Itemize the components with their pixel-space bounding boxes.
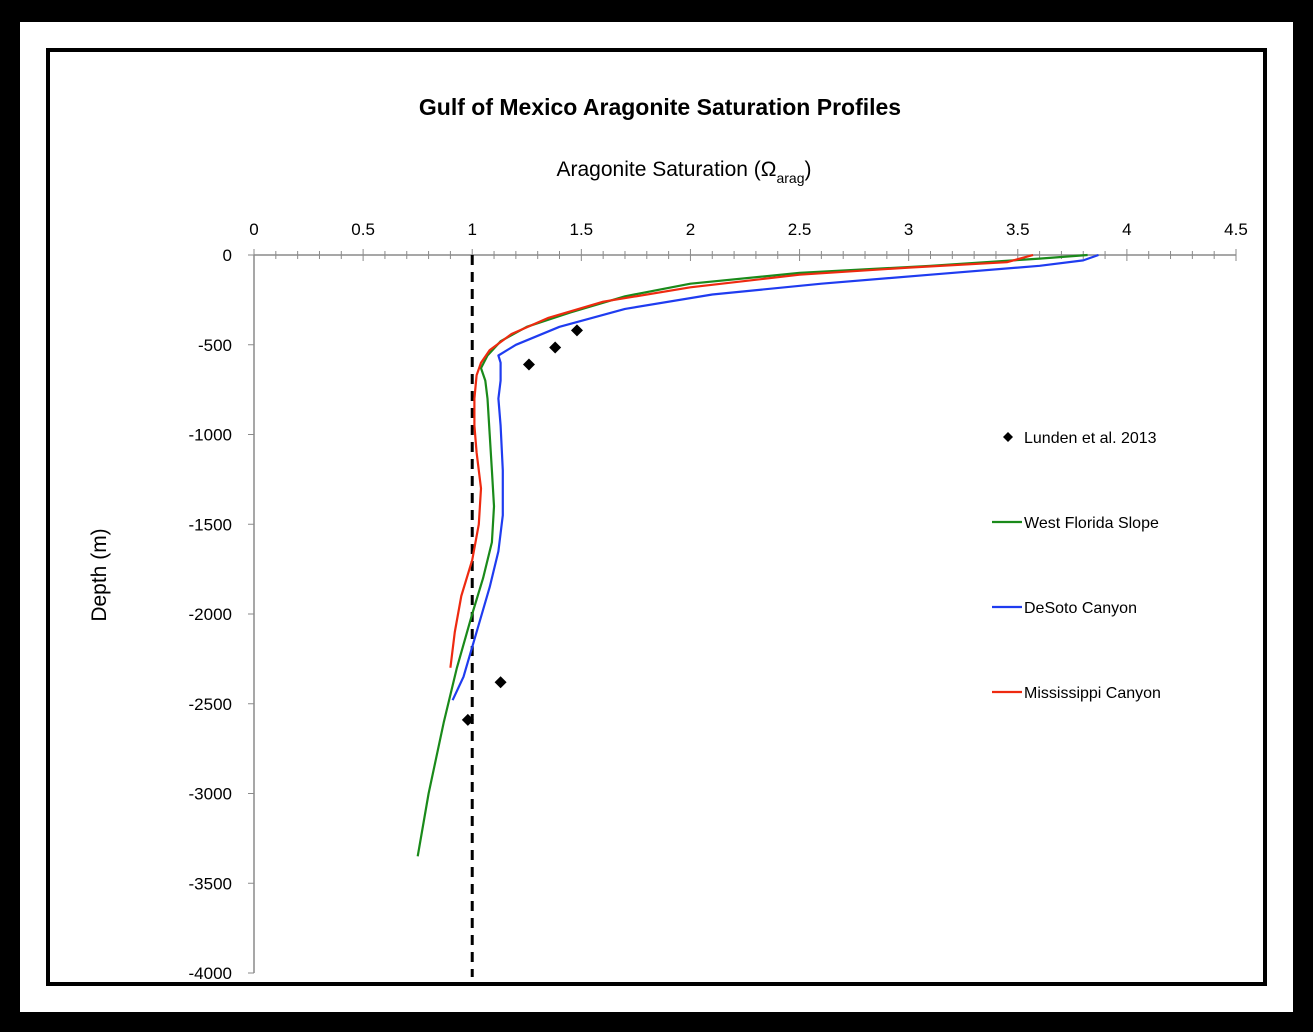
x-tick-label: 4.5 bbox=[1224, 220, 1248, 239]
x-axis-label-close: ) bbox=[805, 158, 812, 181]
y-tick-label: -2500 bbox=[189, 695, 232, 714]
scatter-point bbox=[570, 324, 583, 337]
y-tick-label: -1500 bbox=[189, 515, 232, 534]
x-axis-label-main: Aragonite Saturation (Ω bbox=[556, 158, 776, 181]
y-tick-label: -1000 bbox=[189, 426, 232, 445]
y-axis-label: Depth (m) bbox=[88, 528, 111, 621]
y-tick-label: 0 bbox=[223, 246, 232, 265]
scatter-point bbox=[494, 676, 507, 689]
series-group bbox=[416, 253, 1099, 977]
y-tick-label: -4000 bbox=[189, 964, 232, 983]
x-axis-label: Aragonite Saturation (Ωarag) bbox=[556, 158, 811, 186]
series-line-mississippi-canyon bbox=[449, 253, 1034, 668]
x-tick-label: 2 bbox=[686, 220, 695, 239]
legend: Lunden et al. 2013 West Florida Slope DeSo… bbox=[992, 430, 1161, 702]
x-tick-label: 3 bbox=[904, 220, 913, 239]
x-tick-label: 0.5 bbox=[351, 220, 375, 239]
x-tick-label: 3.5 bbox=[1006, 220, 1030, 239]
axes-group: 0 0.5 1 1.5 2 2.5 3 3.5 4 4.5 0 -500 -1000 -1500 -2000… bbox=[189, 220, 1248, 983]
x-tick-label: 4 bbox=[1122, 220, 1131, 239]
x-tick-label: 1.5 bbox=[570, 220, 594, 239]
chart-title: Gulf of Mexico Aragonite Saturation Prof… bbox=[419, 94, 901, 120]
legend-label: West Florida Slope bbox=[1024, 515, 1159, 532]
x-tick-label: 2.5 bbox=[788, 220, 812, 239]
scatter-point bbox=[461, 713, 474, 726]
legend-marker bbox=[1003, 432, 1013, 442]
x-tick-label: 1 bbox=[467, 220, 476, 239]
y-tick-label: -3000 bbox=[189, 785, 232, 804]
x-tick-label: 0 bbox=[249, 220, 258, 239]
scatter-point bbox=[522, 358, 535, 371]
y-tick-label: -2000 bbox=[189, 605, 232, 624]
y-tick-label: -500 bbox=[198, 336, 232, 355]
x-axis-label-sub: arag bbox=[776, 170, 804, 186]
scatter-point bbox=[549, 341, 562, 354]
y-tick-label: -3500 bbox=[189, 874, 232, 893]
chart-frame-inner bbox=[46, 48, 1267, 986]
series-line-west-florida-slope bbox=[416, 253, 1088, 857]
legend-label: DeSoto Canyon bbox=[1024, 600, 1137, 617]
legend-label: Mississippi Canyon bbox=[1024, 685, 1161, 702]
series-line-desoto-canyon bbox=[451, 253, 1099, 701]
legend-label: Lunden et al. 2013 bbox=[1024, 430, 1157, 447]
